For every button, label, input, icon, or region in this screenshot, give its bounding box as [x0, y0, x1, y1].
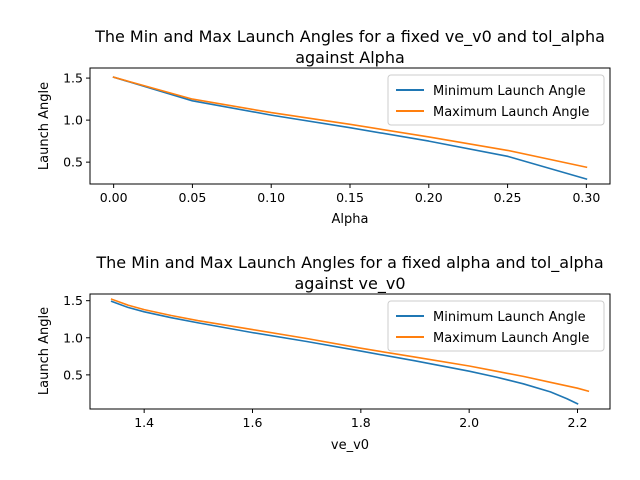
x-tick-label: 0.00	[100, 190, 128, 205]
legend-label-max: Maximum Launch Angle	[433, 105, 589, 120]
x-tick-label: 0.15	[336, 190, 364, 205]
chart-title-line-2: against ve_v0	[294, 274, 405, 294]
series-line-maximum	[112, 76, 588, 169]
y-tick-label: 0.5	[63, 367, 83, 382]
x-ticks: 1.4 1.6 1.8 2.0 2.2	[134, 409, 587, 430]
legend-box	[387, 74, 605, 126]
y-axis-label: Launch Angle	[37, 82, 52, 170]
x-axis-label: ve_v0	[331, 438, 369, 453]
legend-box	[387, 300, 605, 352]
y-ticks: 0.5 1.0 1.5	[63, 293, 90, 382]
y-axis-label: Launch Angle	[37, 307, 52, 395]
series-line-minimum	[112, 76, 588, 180]
legend: Minimum Launch Angle Maximum Launch Angl…	[387, 74, 605, 126]
legend-label-min: Minimum Launch Angle	[433, 84, 586, 99]
x-tick-label: 0.25	[494, 190, 522, 205]
y-tick-label: 1.5	[63, 71, 83, 86]
plot-lines	[110, 298, 590, 405]
x-tick-label: 0.10	[257, 190, 285, 205]
plot-lines	[112, 76, 588, 180]
legend-label-min: Minimum Launch Angle	[433, 310, 586, 325]
x-tick-label: 2.0	[459, 415, 479, 430]
x-ticks: 0.00 0.05 0.10 0.15 0.20 0.25 0.30	[100, 184, 600, 205]
series-line-minimum	[110, 300, 579, 405]
legend-label-max: Maximum Launch Angle	[433, 331, 589, 346]
y-tick-label: 1.0	[63, 330, 83, 345]
x-axis-label: Alpha	[332, 212, 369, 227]
y-tick-label: 0.5	[63, 155, 83, 170]
x-tick-label: 1.8	[351, 415, 371, 430]
chart-alpha: The Min and Max Launch Angles for a fixe…	[37, 27, 611, 227]
x-tick-label: 1.6	[243, 415, 263, 430]
y-tick-label: 1.5	[63, 293, 83, 308]
x-tick-label: 0.05	[179, 190, 207, 205]
chart-ve-v0: The Min and Max Launch Angles for a fixe…	[37, 253, 611, 453]
chart-title-line-1: The Min and Max Launch Angles for a fixe…	[95, 253, 603, 273]
y-tick-label: 1.0	[63, 113, 83, 128]
x-tick-label: 0.30	[572, 190, 600, 205]
chart-title-line-1: The Min and Max Launch Angles for a fixe…	[94, 27, 605, 47]
y-ticks: 0.5 1.0 1.5	[63, 71, 90, 170]
plot-frame	[89, 293, 611, 410]
chart-title-line-2: against Alpha	[295, 48, 405, 67]
x-tick-label: 2.2	[568, 415, 588, 430]
legend: Minimum Launch Angle Maximum Launch Angl…	[387, 300, 605, 352]
x-tick-label: 0.20	[415, 190, 443, 205]
x-tick-label: 1.4	[134, 415, 154, 430]
series-line-maximum	[110, 298, 590, 393]
